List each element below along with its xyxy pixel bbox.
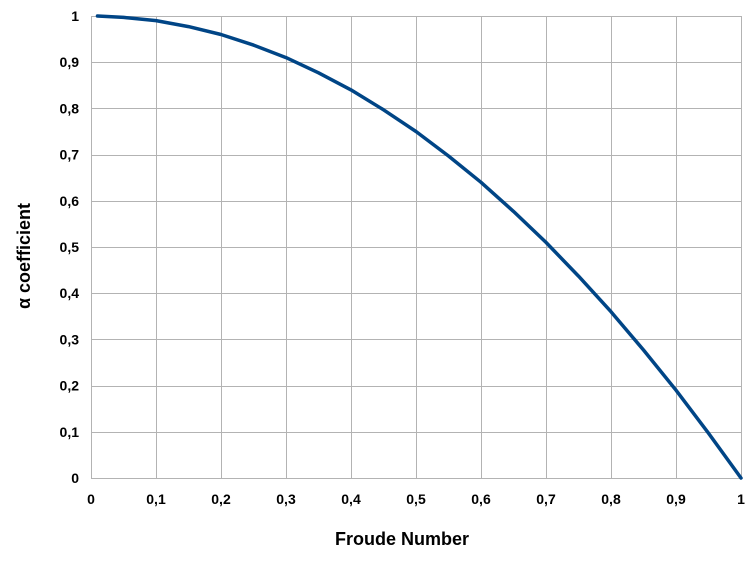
series-layer bbox=[95, 14, 743, 480]
y-tick-label: 0,1 bbox=[60, 424, 80, 440]
y-tick-label: 0,8 bbox=[60, 100, 80, 116]
x-tick-label: 0,7 bbox=[536, 491, 556, 507]
x-tick-label: 0 bbox=[87, 491, 95, 507]
x-axis-title: Froude Number bbox=[335, 529, 469, 549]
y-tick-label: 0,2 bbox=[60, 378, 80, 394]
x-tick-label: 1 bbox=[737, 491, 745, 507]
y-tick-label: 0,5 bbox=[60, 239, 80, 255]
x-axis-tick-labels: 0 0,1 0,2 0,3 0,4 0,5 0,6 0,7 0,8 0,9 1 bbox=[87, 491, 745, 507]
x-tick-label: 0,1 bbox=[146, 491, 166, 507]
y-tick-label: 0,9 bbox=[60, 54, 80, 70]
y-axis-title: α coefficient bbox=[14, 203, 34, 309]
y-tick-label: 0,3 bbox=[60, 331, 80, 347]
y-tick-label: 0,4 bbox=[60, 285, 80, 301]
x-tick-label: 0,6 bbox=[471, 491, 491, 507]
grid-lines bbox=[91, 16, 742, 479]
x-tick-label: 0,8 bbox=[601, 491, 621, 507]
x-tick-label: 0,3 bbox=[276, 491, 296, 507]
y-tick-label: 0 bbox=[71, 470, 79, 486]
x-tick-label: 0,4 bbox=[341, 491, 361, 507]
y-axis-tick-labels: 0 0,1 0,2 0,3 0,4 0,5 0,6 0,7 0,8 0,9 1 bbox=[60, 8, 80, 486]
x-tick-label: 0,9 bbox=[666, 491, 686, 507]
y-tick-label: 1 bbox=[71, 8, 79, 24]
x-tick-label: 0,5 bbox=[406, 491, 426, 507]
x-tick-label: 0,2 bbox=[211, 491, 231, 507]
y-tick-label: 0,7 bbox=[60, 147, 80, 163]
series-line bbox=[95, 14, 743, 480]
y-tick-label: 0,6 bbox=[60, 193, 80, 209]
